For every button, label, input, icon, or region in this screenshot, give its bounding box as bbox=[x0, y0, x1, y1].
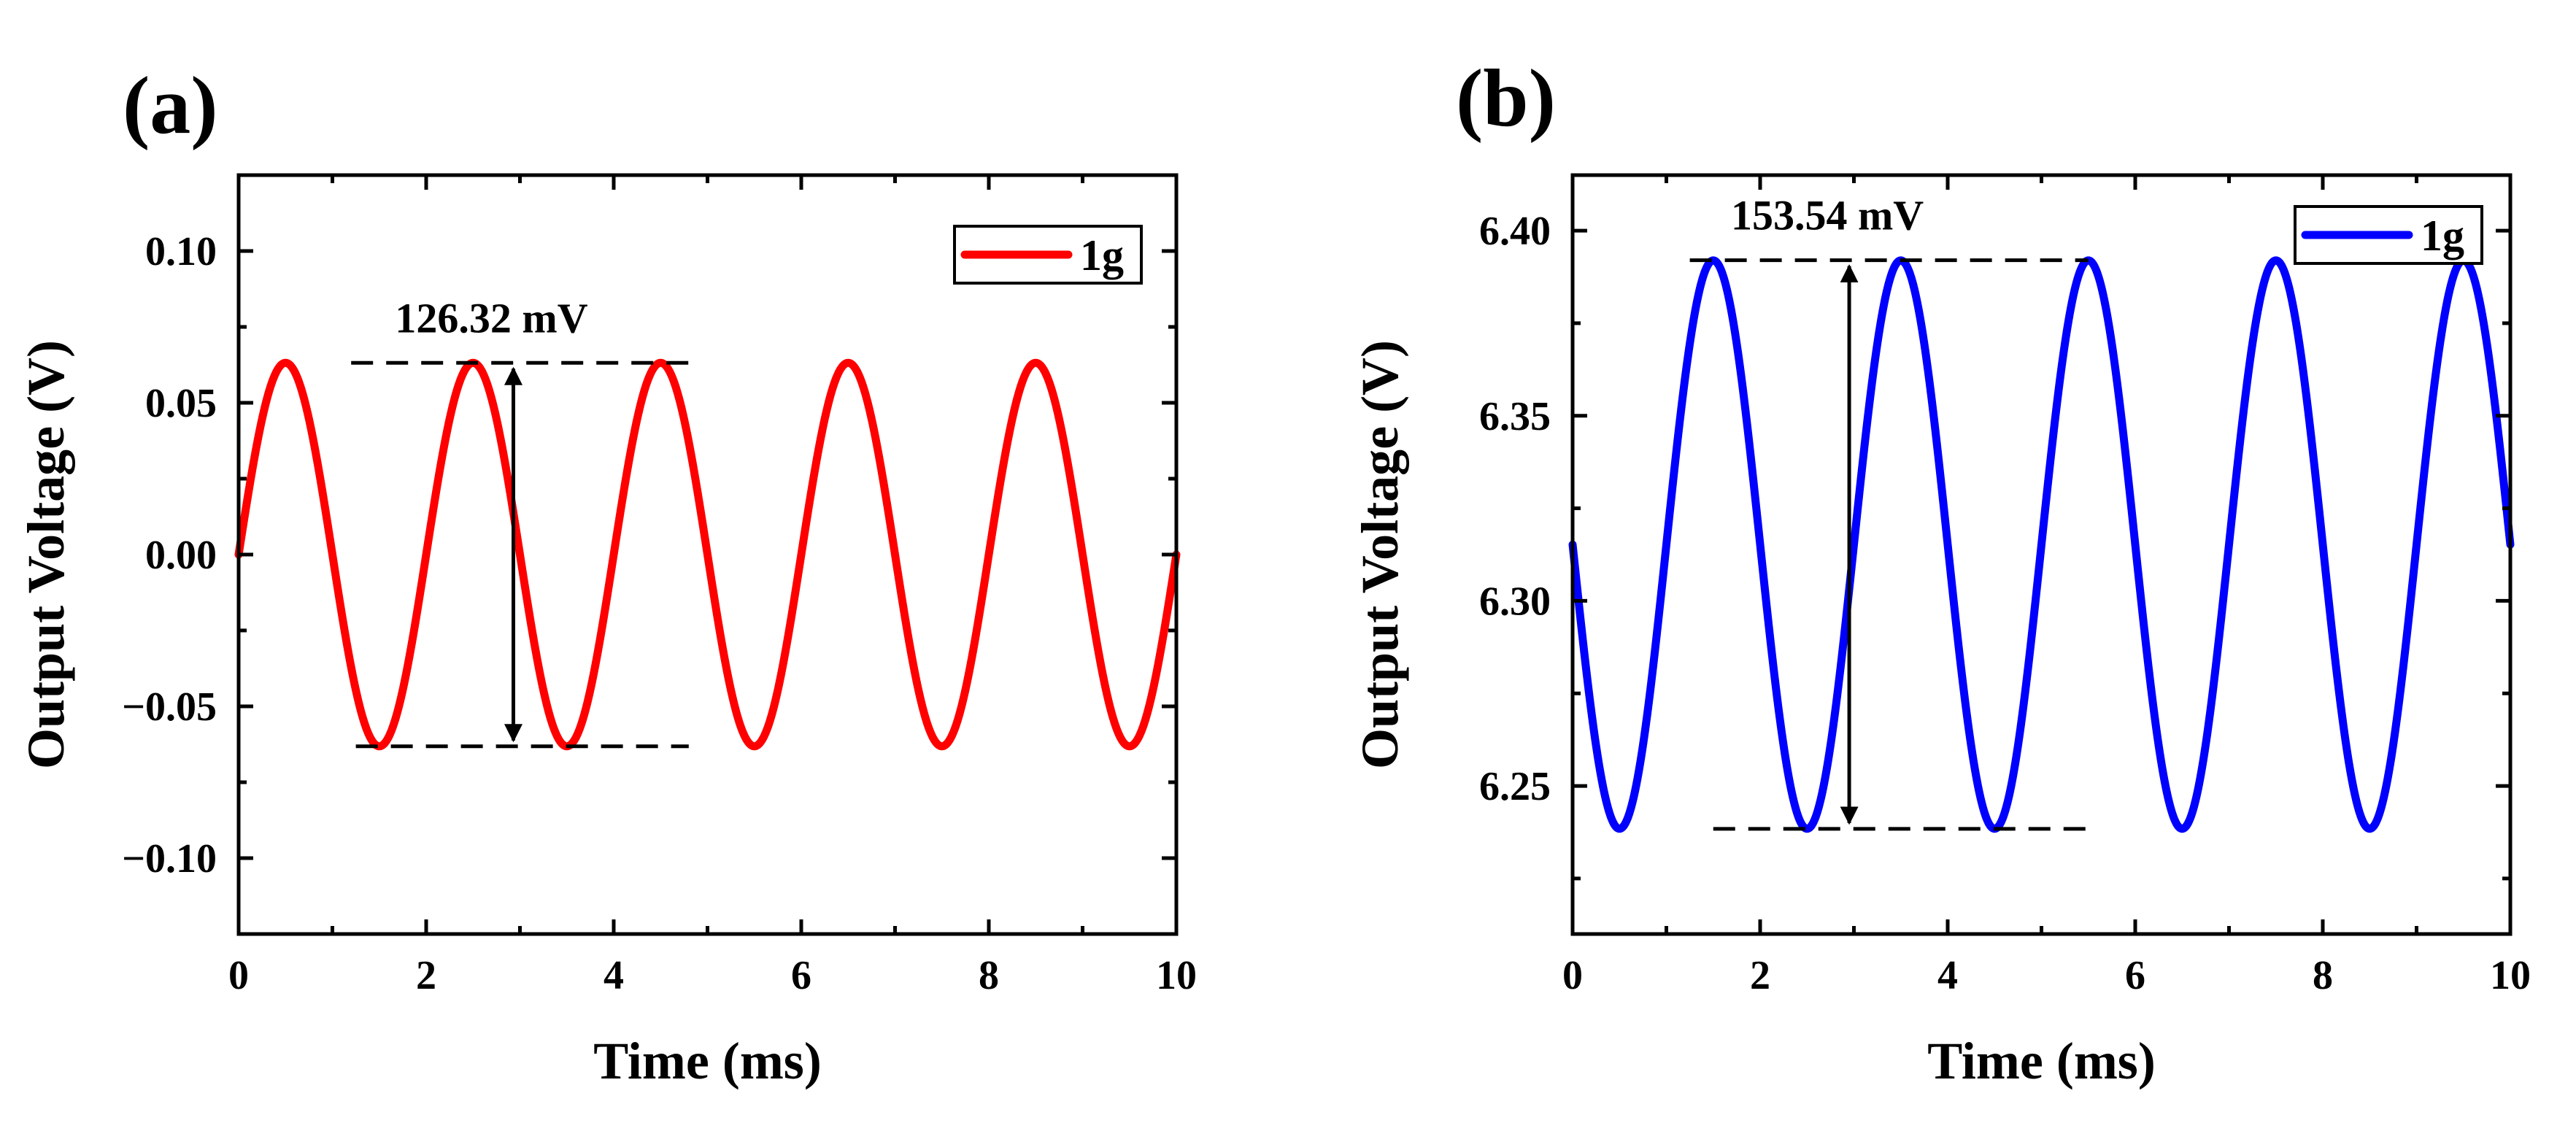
legend-label: 1g bbox=[2421, 212, 2464, 260]
x-tick-label: 10 bbox=[2490, 953, 2531, 998]
peak-to-peak-label: 153.54 mV bbox=[1731, 192, 1924, 239]
ticks-layer: 0 2 4 6 8 10 6.25 6.30 6.35 6.40 bbox=[1479, 175, 2531, 998]
y-tick-label: 0.10 bbox=[145, 229, 217, 274]
panel-label: (b) bbox=[1456, 53, 1556, 144]
curve-layer bbox=[1568, 256, 2515, 833]
panel-label: (a) bbox=[123, 61, 218, 151]
legend-label: 1g bbox=[1080, 231, 1124, 279]
chart-panel-a: (a) 126.32 mV 0 2 4 6 8 10−0.10−0.050.000.050… bbox=[17, 61, 1197, 1090]
x-tick-label: 8 bbox=[979, 953, 999, 998]
y-tick-label: −0.05 bbox=[122, 684, 217, 730]
legend: 1g bbox=[953, 225, 1143, 285]
x-tick-label: 10 bbox=[1156, 953, 1197, 998]
x-tick-label: 4 bbox=[1937, 953, 1958, 998]
y-tick-label: 6.40 bbox=[1479, 209, 1551, 254]
x-tick-label: 2 bbox=[416, 953, 436, 998]
x-tick-label: 2 bbox=[1750, 953, 1770, 998]
x-tick-label: 6 bbox=[791, 953, 811, 998]
annotation-layer: 153.54 mV bbox=[1689, 192, 2089, 831]
peak-to-peak-label: 126.32 mV bbox=[395, 294, 587, 341]
series-line-1g bbox=[234, 358, 1181, 751]
y-tick-label: 0.05 bbox=[145, 381, 217, 426]
curve-layer bbox=[234, 358, 1181, 751]
x-tick-label: 4 bbox=[603, 953, 624, 998]
y-tick-label: 0.00 bbox=[145, 533, 217, 578]
x-tick-label: 0 bbox=[228, 953, 249, 998]
y-tick-label: −0.10 bbox=[122, 836, 217, 881]
x-tick-label: 8 bbox=[2313, 953, 2333, 998]
x-axis-label: Time (ms) bbox=[1927, 1032, 2156, 1090]
x-tick-label: 6 bbox=[2125, 953, 2145, 998]
x-tick-label: 0 bbox=[1562, 953, 1583, 998]
y-axis-label: Output Voltage (V) bbox=[1351, 340, 1409, 769]
chart-panel-b: (b) 153.54 mV 0 2 4 6 8 10 6.25 6.30 6.35 6.40 1g… bbox=[1351, 53, 2531, 1090]
legend: 1g bbox=[2294, 205, 2483, 265]
x-axis-label: Time (ms) bbox=[593, 1032, 822, 1090]
y-tick-label: 6.30 bbox=[1479, 579, 1551, 624]
y-tick-label: 6.35 bbox=[1479, 394, 1551, 439]
ticks-layer: 0 2 4 6 8 10 −0.10 −0.05 0.00 0.05 0.10 bbox=[122, 175, 1197, 998]
y-tick-label: 6.25 bbox=[1479, 764, 1551, 809]
y-axis-label: Output Voltage (V) bbox=[17, 340, 75, 769]
annotation-layer: 126.32 mV bbox=[351, 294, 689, 749]
series-line-1g bbox=[1568, 256, 2515, 833]
